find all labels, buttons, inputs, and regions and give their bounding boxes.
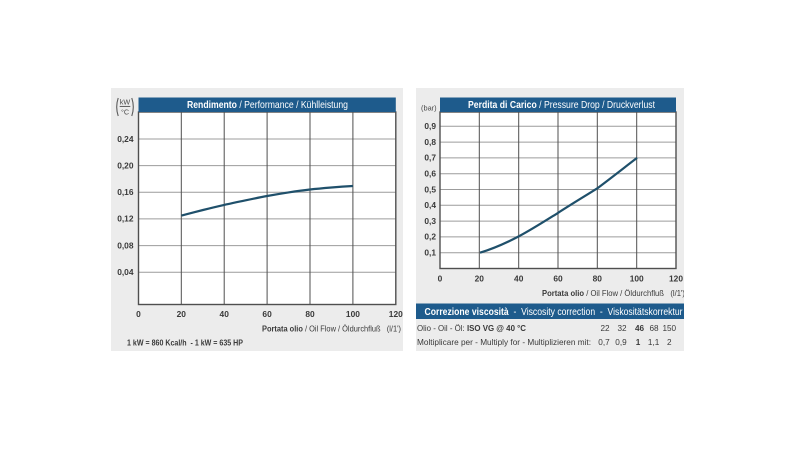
svg-text:°C: °C <box>121 108 129 117</box>
svg-text:0,9: 0,9 <box>424 121 436 131</box>
svg-text:0,24: 0,24 <box>117 134 134 144</box>
svg-text:0,7: 0,7 <box>598 338 610 347</box>
svg-text:0: 0 <box>136 309 141 319</box>
svg-text:0,5: 0,5 <box>424 184 436 194</box>
svg-text:0,08: 0,08 <box>117 240 134 250</box>
svg-text:32: 32 <box>617 324 627 333</box>
svg-text:150: 150 <box>662 324 676 333</box>
svg-text:0,8: 0,8 <box>424 137 436 147</box>
svg-text:120: 120 <box>669 274 683 284</box>
svg-text:1: 1 <box>636 338 641 347</box>
svg-text:80: 80 <box>593 274 603 284</box>
svg-text:0: 0 <box>438 274 443 284</box>
svg-text:0,1: 0,1 <box>424 248 436 258</box>
svg-text:(bar): (bar) <box>421 104 437 113</box>
svg-text:2: 2 <box>667 338 672 347</box>
svg-text:20: 20 <box>177 309 187 319</box>
svg-text:kW: kW <box>120 97 131 106</box>
svg-text:0,2: 0,2 <box>424 232 436 242</box>
svg-text:1 kW = 860 Kcal/h - 1 kW = 63: 1 kW = 860 Kcal/h - 1 kW = 635 HP <box>127 339 243 348</box>
svg-text:20: 20 <box>475 274 485 284</box>
svg-text:Correzione viscosità - Visco: Correzione viscosità - Viscosity correct… <box>425 307 684 318</box>
svg-text:0,20: 0,20 <box>117 160 134 170</box>
svg-text:100: 100 <box>630 274 644 284</box>
svg-text:0,16: 0,16 <box>117 187 134 197</box>
svg-text:40: 40 <box>514 274 524 284</box>
svg-text:0,4: 0,4 <box>424 200 436 210</box>
svg-text:68: 68 <box>649 324 659 333</box>
svg-text:0,7: 0,7 <box>424 153 436 163</box>
svg-text:Moltiplicare per - Multiply fo: Moltiplicare per - Multiply for - Multip… <box>417 338 591 347</box>
svg-text:0,6: 0,6 <box>424 169 436 179</box>
svg-text:22: 22 <box>600 324 610 333</box>
svg-text:80: 80 <box>305 309 315 319</box>
svg-text:Rendimento / Performance / Küh: Rendimento / Performance / Kühlleistung <box>187 99 348 111</box>
svg-text:100: 100 <box>346 309 360 319</box>
svg-text:40: 40 <box>220 309 230 319</box>
svg-text:0,04: 0,04 <box>117 267 134 277</box>
svg-text:Olio - Oil - Öl: ISO VG @ 40 °: Olio - Oil - Öl: ISO VG @ 40 °C <box>417 323 526 333</box>
svg-text:0,12: 0,12 <box>117 214 134 224</box>
svg-text:46: 46 <box>635 324 645 333</box>
svg-text:60: 60 <box>262 309 272 319</box>
svg-text:Portata olio / Oil Flow / Öldu: Portata olio / Oil Flow / Öldurchfluß (l… <box>262 325 401 334</box>
svg-text:0,3: 0,3 <box>424 216 436 226</box>
svg-text:120: 120 <box>389 309 403 319</box>
svg-text:0,9: 0,9 <box>615 338 627 347</box>
svg-text:60: 60 <box>553 274 563 284</box>
svg-text:Perdita di Carico / Pressure D: Perdita di Carico / Pressure Drop / Druc… <box>468 99 655 111</box>
svg-text:Portata olio / Oil Flow / Öldu: Portata olio / Oil Flow / Öldurchfluß (l… <box>542 289 684 298</box>
svg-text:1,1: 1,1 <box>648 338 660 347</box>
